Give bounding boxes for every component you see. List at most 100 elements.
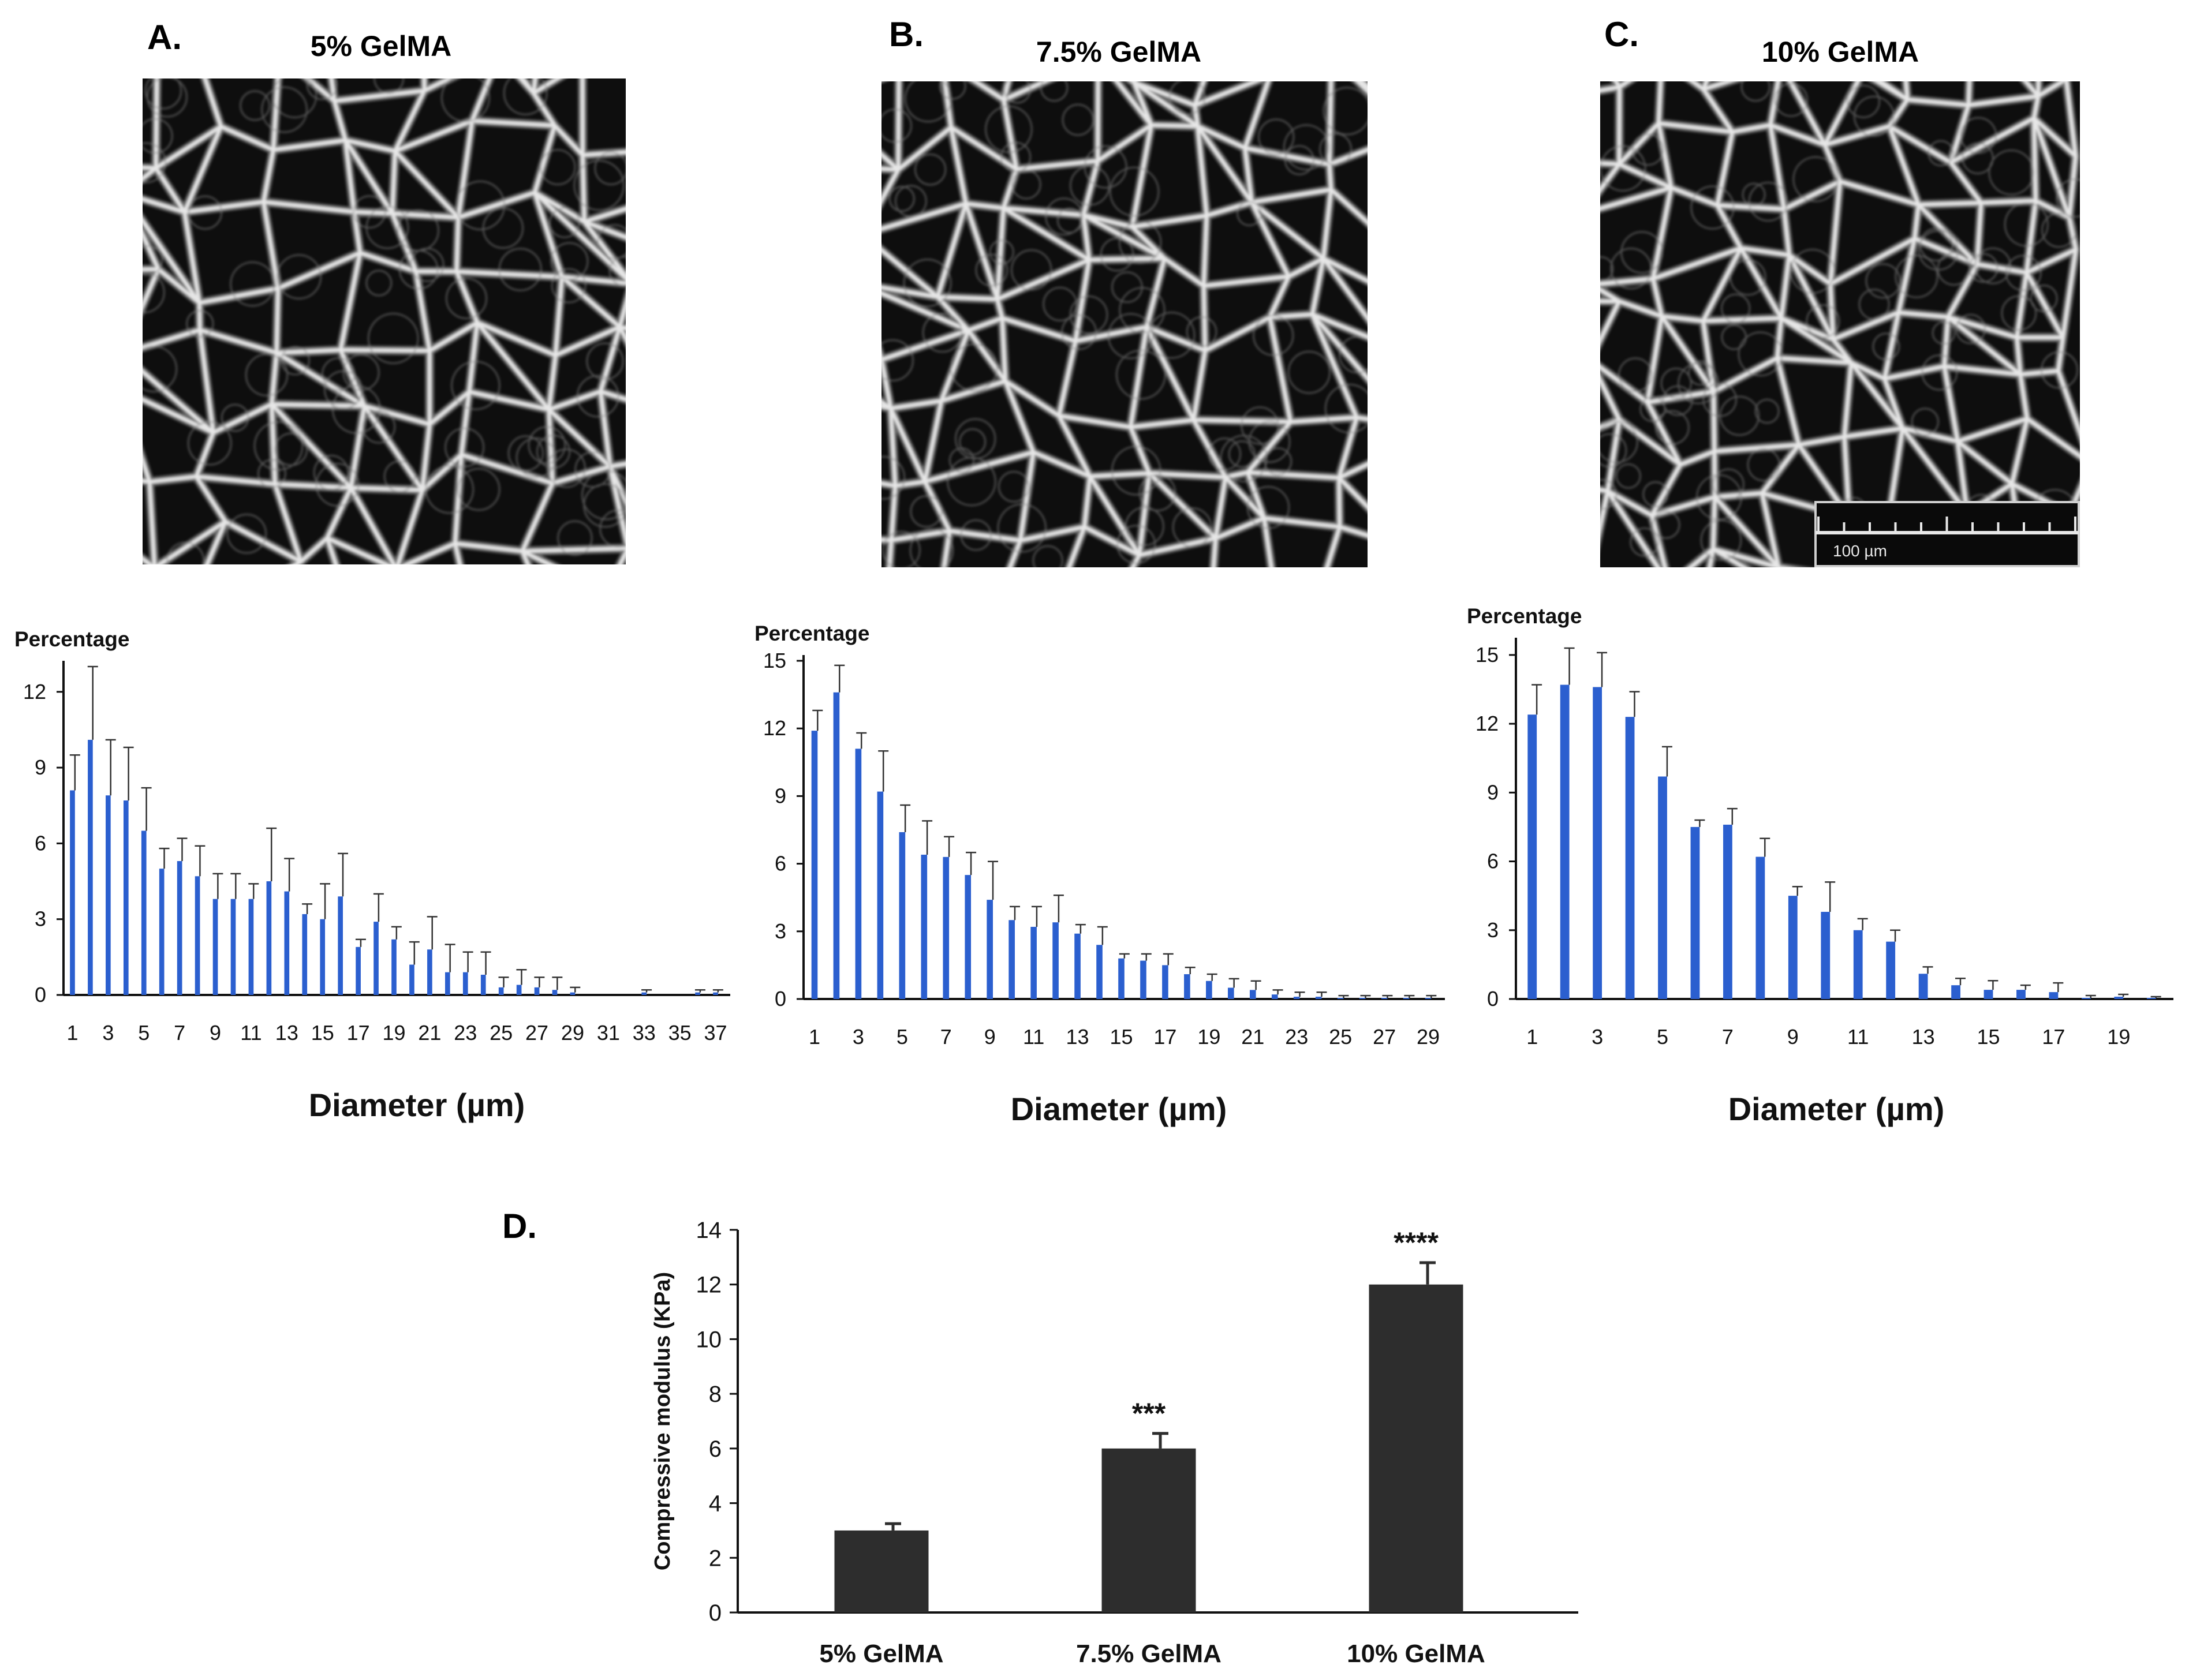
x-tick-label: 11 <box>1847 1025 1869 1049</box>
x-axis-label: Diameter (µm) <box>309 1087 525 1123</box>
bar <box>1184 974 1190 999</box>
x-tick-label: 11 <box>1023 1025 1044 1049</box>
x-tick-label: 27 <box>525 1021 548 1045</box>
bar <box>356 946 361 995</box>
x-tick-label: 9 <box>1787 1025 1799 1049</box>
y-tick-label: 4 <box>709 1491 722 1517</box>
bar <box>833 692 840 999</box>
x-tick-label: 7.5% GelMA <box>1076 1640 1221 1668</box>
x-tick-label: 10% GelMA <box>1347 1640 1485 1668</box>
bar <box>552 990 558 995</box>
bar <box>1140 960 1146 999</box>
bar <box>1983 990 1993 999</box>
x-tick-label: 29 <box>561 1021 584 1045</box>
x-tick-label: 9 <box>210 1021 221 1045</box>
x-tick-label: 19 <box>1197 1025 1220 1049</box>
bar <box>2146 998 2156 999</box>
x-tick-label: 21 <box>418 1021 441 1045</box>
bar <box>855 749 862 999</box>
x-tick-label: 13 <box>275 1021 298 1045</box>
y-tick-label: 0 <box>1487 987 1499 1011</box>
x-tick-label: 15 <box>311 1021 334 1045</box>
y-tick-label: 9 <box>35 755 46 779</box>
bar <box>834 1530 929 1612</box>
y-tick-label: 6 <box>709 1436 722 1462</box>
bar <box>284 891 290 995</box>
bar <box>641 992 647 995</box>
bar <box>88 739 93 995</box>
bar <box>921 854 928 999</box>
x-tick-label: 25 <box>490 1021 513 1045</box>
bar <box>1821 911 1831 999</box>
bar <box>1074 933 1081 999</box>
significance-marker: **** <box>1394 1226 1439 1259</box>
y-tick-label: 0 <box>775 987 786 1011</box>
y-tick-label: 3 <box>775 919 786 943</box>
x-tick-label: 37 <box>704 1021 727 1045</box>
y-tick-label: 3 <box>1487 918 1499 942</box>
y-tick-label: 12 <box>1475 712 1499 735</box>
x-tick-label: 5 <box>1657 1025 1668 1049</box>
x-tick-label: 13 <box>1912 1025 1935 1049</box>
bar <box>498 987 504 995</box>
y-tick-label: 2 <box>709 1546 722 1571</box>
scale-bar: 100 µm <box>1814 501 2080 567</box>
x-axis-label: Diameter (µm) <box>1011 1091 1227 1127</box>
x-tick-label: 13 <box>1066 1025 1089 1049</box>
bar <box>212 899 218 995</box>
bar <box>1008 920 1015 999</box>
sem-image-c: 100 µm <box>1600 81 2080 567</box>
x-tick-label: 5 <box>896 1025 908 1049</box>
bar <box>1359 998 1366 999</box>
bar <box>1249 990 1256 999</box>
y-tick-label: 3 <box>35 907 46 931</box>
bar <box>266 881 272 995</box>
y-tick-label: 8 <box>709 1382 722 1407</box>
bar <box>462 972 468 995</box>
x-tick-label: 1 <box>1526 1025 1538 1049</box>
bar <box>1271 994 1278 999</box>
panel-c-title: 10% GelMA <box>1762 36 1919 68</box>
bar <box>534 987 540 995</box>
bar <box>1315 997 1322 999</box>
y-tick-label: 12 <box>23 680 46 704</box>
bar <box>2016 990 2026 999</box>
x-tick-label: 5% GelMA <box>819 1640 943 1668</box>
bar <box>1593 687 1602 999</box>
bar <box>943 856 950 999</box>
panel-d-letter: D. <box>502 1207 537 1245</box>
y-tick-label: 15 <box>1475 643 1499 667</box>
bar <box>1625 717 1635 999</box>
sem-image-b <box>881 81 1368 567</box>
bar <box>2081 998 2091 999</box>
bar <box>811 731 818 999</box>
x-tick-label: 17 <box>2042 1025 2065 1049</box>
bar <box>106 795 111 995</box>
bar <box>1369 1284 1463 1612</box>
bar <box>1096 945 1103 999</box>
bar <box>2049 992 2059 999</box>
y-axis-label: Compressive modulus (KPa) <box>651 1272 675 1570</box>
scale-bar-label: 100 µm <box>1833 542 1887 560</box>
x-tick-label: 11 <box>240 1021 262 1045</box>
bar <box>427 949 432 995</box>
bar <box>1788 896 1798 999</box>
bar <box>230 899 236 995</box>
panel-c-letter: C. <box>1604 15 1639 54</box>
bar <box>1101 1448 1196 1612</box>
x-tick-label: 3 <box>102 1021 114 1045</box>
x-tick-label: 35 <box>668 1021 692 1045</box>
panel-b-letter: B. <box>889 15 924 54</box>
x-axis-label: Diameter (µm) <box>1728 1091 1945 1127</box>
bar <box>1425 998 1432 999</box>
x-tick-label: 33 <box>633 1021 656 1045</box>
x-tick-label: 7 <box>174 1021 185 1045</box>
x-tick-label: 29 <box>1417 1025 1440 1049</box>
x-tick-label: 17 <box>347 1021 370 1045</box>
bar <box>695 992 700 995</box>
bar <box>1951 985 1960 999</box>
bar <box>1527 714 1537 999</box>
bar <box>177 861 182 995</box>
